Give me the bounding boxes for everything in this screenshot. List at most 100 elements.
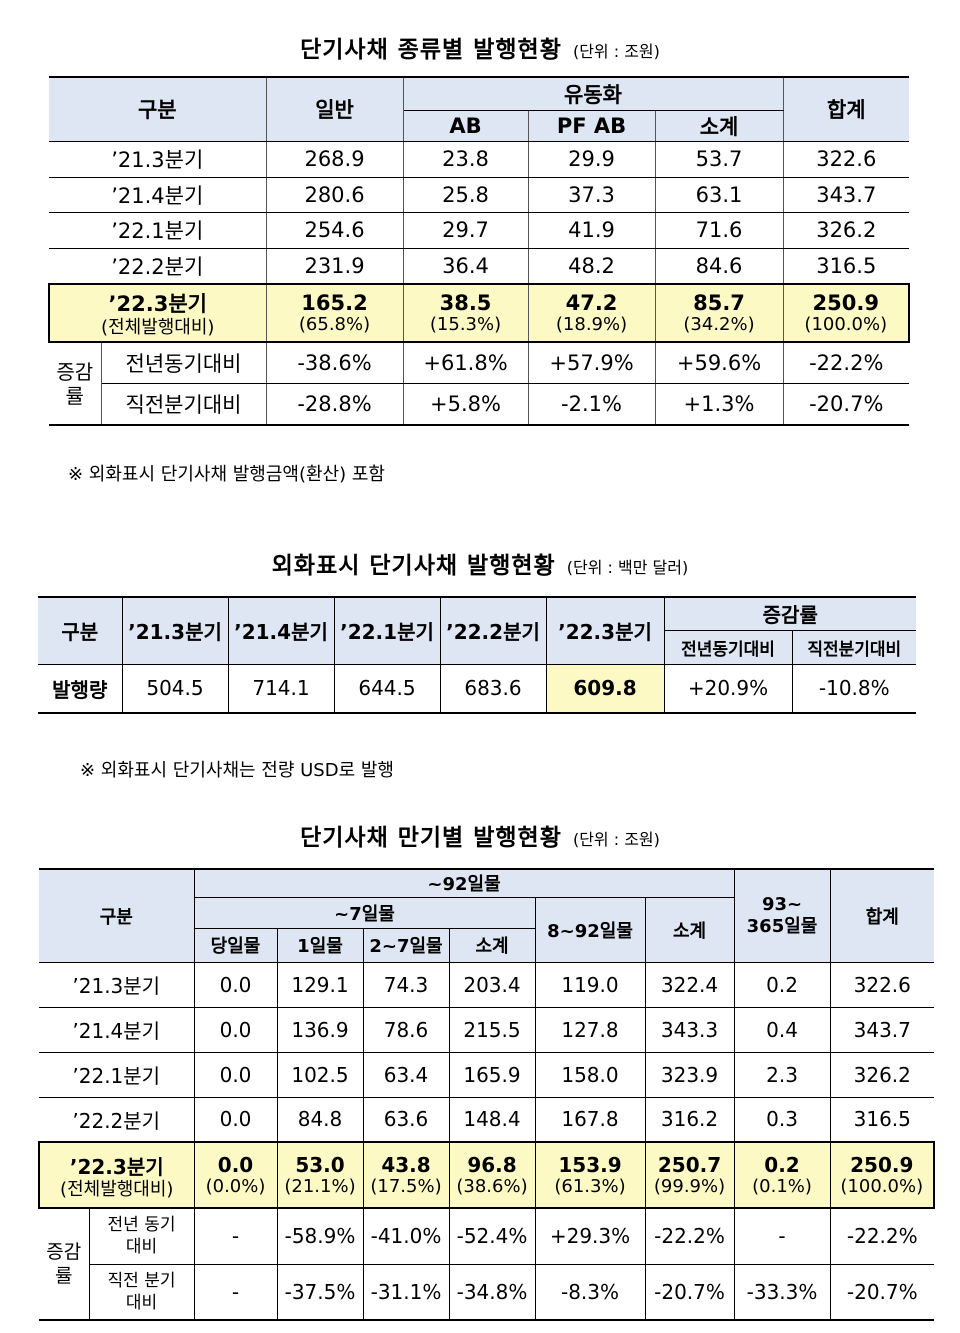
table-row: ’21.4분기 0.0 136.9 78.6 215.5 127.8 343.3…: [39, 1006, 935, 1053]
cell-q4: 683.6: [439, 663, 547, 714]
qoq-label-a: 직전 분기: [107, 1270, 176, 1291]
highlight-total-share: (100.0%): [840, 1176, 924, 1197]
qoq-93: -33.3%: [733, 1263, 831, 1321]
change-rate-label: 증감률: [49, 341, 102, 426]
section2-title: 외화표시 단기사채 발행현황 (단위 : 백만 달러): [0, 546, 960, 580]
cell-qoq: -10.8%: [791, 663, 917, 714]
cell-yoy: +20.9%: [663, 663, 793, 714]
row-label: ’21.3분기: [39, 961, 195, 1008]
cell-2to7: 63.4: [362, 1051, 450, 1098]
cell-sameday: 0.0: [193, 961, 278, 1008]
highlight-sameday: 0.0: [217, 1153, 254, 1177]
highlight-ab: 38.5: [439, 291, 492, 315]
highlight-sub7-cell: 96.8 (38.6%): [448, 1141, 536, 1209]
section1-note: ※ 외화표시 단기사채 발행금액(환산) 포함: [68, 464, 385, 485]
yoy-label-a: 전년 동기: [107, 1215, 176, 1236]
header-q1: ’21.3분기: [121, 596, 229, 665]
cell-8to92: 119.0: [534, 961, 646, 1008]
highlight-label: ’22.3분기: [108, 292, 207, 316]
highlight-subtotal-share: (34.2%): [683, 314, 755, 335]
cell-pfab: 37.3: [527, 176, 656, 213]
section3-unit: (단위 : 조원): [572, 830, 660, 849]
qoq-sub7: -34.8%: [448, 1263, 536, 1321]
yoy-total: -22.2%: [829, 1207, 935, 1265]
row-label: ’21.4분기: [39, 1006, 195, 1053]
highlight-sub7-share: (38.6%): [456, 1176, 528, 1197]
cell-total: 322.6: [829, 961, 935, 1008]
cell-q1: 504.5: [121, 663, 229, 714]
qoq-total: -20.7%: [782, 382, 910, 426]
foreign-currency-table: 구분 ’21.3분기 ’21.4분기 ’22.1분기 ’22.2분기 ’22.3…: [38, 596, 917, 714]
section1-unit: (단위 : 조원): [572, 42, 660, 61]
yoy-label-cell: 전년 동기 대비: [88, 1207, 195, 1265]
cell-pfab: 29.9: [527, 140, 656, 178]
header-total: 합계: [782, 76, 910, 142]
yoy-ab: +61.8%: [402, 341, 529, 384]
qoq-label: 직전분기대비: [101, 382, 267, 426]
highlight-general-share: (65.8%): [298, 314, 371, 335]
yoy-total: -22.2%: [782, 341, 910, 384]
cell-sub7: 215.5: [448, 1006, 536, 1053]
highlight-pfab: 47.2: [565, 291, 618, 315]
highlight-2to7-cell: 43.8 (17.5%): [362, 1141, 450, 1209]
header-upto92: ~92일물: [193, 868, 735, 898]
cell-total: 343.7: [782, 176, 910, 213]
cell-ab: 25.8: [402, 176, 529, 213]
cell-2to7: 63.6: [362, 1096, 450, 1143]
highlight-row: ’22.3분기 (전체발행대비) 0.0 (0.0%) 53.0 (21.1%)…: [38, 1141, 936, 1209]
yoy-row: 증감률 전년 동기 대비 - -58.9% -41.0% -52.4% +29.…: [39, 1207, 935, 1321]
highlight-label: ’22.3분기: [69, 1154, 164, 1179]
cell-93: 0.4: [733, 1006, 831, 1053]
cell-total: 316.5: [829, 1096, 935, 1143]
cell-pfab: 41.9: [527, 211, 656, 249]
section2-unit: (단위 : 백만 달러): [566, 558, 689, 577]
highlight-general-cell: 165.2 (65.8%): [265, 283, 404, 343]
highlight-subtotal: 85.7: [693, 291, 745, 315]
cell-oneday: 129.1: [276, 961, 364, 1008]
section3-title: 단기사채 만기별 발행현황 (단위 : 조원): [0, 818, 960, 852]
header-category: 구분: [39, 868, 195, 963]
highlight-sub92-share: (99.9%): [653, 1176, 726, 1197]
qoq-pfab: -2.1%: [527, 382, 656, 426]
cell-sub7: 148.4: [448, 1096, 536, 1143]
row-label: ’22.1분기: [49, 211, 267, 249]
yoy-93: -: [733, 1207, 831, 1265]
yoy-oneday: -58.9%: [276, 1207, 364, 1265]
table-row: ’21.4분기 280.6 25.8 37.3 63.1 343.7: [49, 176, 910, 213]
section1-title-text: 단기사채 종류별 발행현황: [300, 37, 562, 63]
cell-sameday: 0.0: [193, 1051, 278, 1098]
table-row: ’22.1분기 0.0 102.5 63.4 165.9 158.0 323.9…: [39, 1051, 935, 1098]
highlight-93: 0.2: [764, 1153, 800, 1177]
header-category: 구분: [49, 76, 267, 142]
highlight-oneday-share: (21.1%): [284, 1176, 356, 1197]
cell-sub92: 316.2: [644, 1096, 735, 1143]
highlight-total-cell: 250.9 (100.0%): [829, 1141, 936, 1209]
header-sameday: 당일물: [194, 927, 278, 963]
yoy-8to92: +29.3%: [534, 1207, 646, 1265]
cell-total: 322.6: [782, 140, 910, 178]
table-row: ’21.3분기 268.9 23.8 29.9 53.7 322.6: [49, 140, 910, 178]
highlight-total: 250.9: [850, 1153, 914, 1177]
cell-ab: 36.4: [402, 247, 529, 285]
cell-sub7: 203.4: [448, 961, 536, 1008]
header-q2: ’21.4분기: [227, 596, 335, 665]
cell-93: 0.2: [733, 961, 831, 1008]
cell-ab: 29.7: [402, 211, 529, 249]
header-q3: ’22.1분기: [333, 596, 441, 665]
section2-note: ※ 외화표시 단기사채는 전량 USD로 발행: [80, 760, 394, 781]
cell-oneday: 84.8: [276, 1096, 364, 1143]
header-yoy: 전년동기대비: [664, 629, 793, 665]
header-93to365-a: 93~: [761, 893, 803, 915]
cell-q3: 644.5: [333, 663, 441, 714]
table-row: ’22.2분기 231.9 36.4 48.2 84.6 316.5: [49, 247, 910, 285]
row-label: ’21.4분기: [49, 176, 267, 213]
highlight-93-cell: 0.2 (0.1%): [733, 1141, 831, 1209]
header-93to365: 93~ 365일물: [733, 868, 831, 963]
yoy-pfab: +57.9%: [527, 341, 656, 384]
qoq-sub92: -20.7%: [644, 1263, 735, 1321]
cell-q2: 714.1: [227, 663, 335, 714]
cell-subtotal: 53.7: [654, 140, 784, 178]
highlight-pfab-cell: 47.2 (18.9%): [527, 283, 656, 343]
cell-subtotal: 71.6: [654, 211, 784, 249]
header-ab: AB: [403, 109, 529, 142]
